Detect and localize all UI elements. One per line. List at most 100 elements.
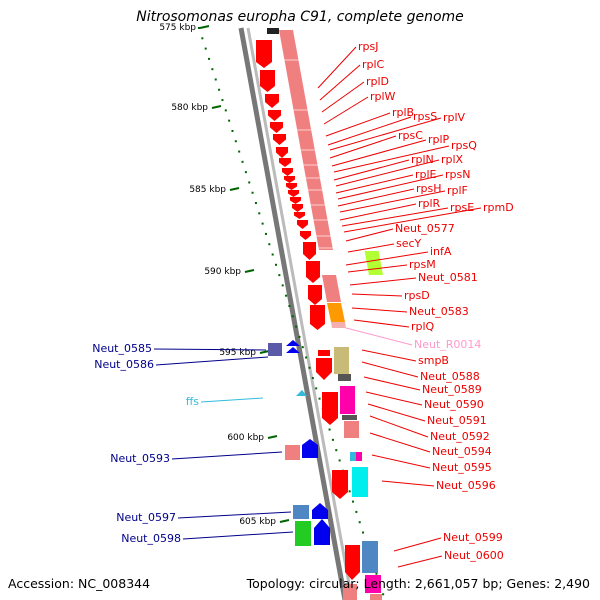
gene-label-Neut_0597[interactable]: Neut_0597 (116, 511, 176, 524)
gene-Neut_0585-box[interactable] (268, 343, 282, 356)
gene-label-rpsJ[interactable]: rpsJ (358, 40, 378, 53)
gene-label-Neut_R0014[interactable]: Neut_R0014 (414, 338, 481, 351)
gene-label-rplV[interactable]: rplV (443, 111, 466, 124)
gene-label-rpmD[interactable]: rpmD (483, 201, 514, 214)
gene-arrow[interactable] (286, 183, 297, 190)
gene-arrow[interactable] (303, 242, 316, 260)
gene-arrow[interactable] (297, 220, 308, 229)
gene-label-rplD[interactable]: rplD (366, 75, 389, 88)
gene-Neut_0598-b[interactable] (314, 519, 330, 545)
gene-label-rplF[interactable]: rplF (447, 184, 468, 197)
gene-Neut_0585-arrow[interactable] (286, 340, 300, 346)
gene-arrow[interactable] (279, 158, 291, 167)
gene-arrow[interactable] (290, 197, 301, 204)
gene-label-rpsC[interactable]: rpsC (398, 129, 423, 142)
gene-label-Neut_0596[interactable]: Neut_0596 (436, 479, 496, 492)
gene-Neut_0596[interactable] (352, 467, 368, 497)
gene-label-rpsQ[interactable]: rpsQ (451, 139, 477, 152)
gene-arrow[interactable] (256, 40, 272, 68)
gene-label-rplC[interactable]: rplC (362, 58, 385, 71)
gene-label-Neut_0593[interactable]: Neut_0593 (110, 452, 170, 465)
gene-Neut_0594-b[interactable] (356, 452, 362, 461)
gene-label-rplB[interactable]: rplB (392, 106, 414, 119)
gene-arrow[interactable] (273, 134, 286, 145)
gene-smpB-a[interactable] (318, 350, 330, 356)
gene-label-rpsN[interactable]: rpsN (445, 168, 470, 181)
gene-arrow[interactable] (300, 231, 311, 240)
gene-label-rpsE[interactable]: rpsE (450, 201, 474, 214)
gene-Neut_0597-a[interactable] (293, 505, 309, 519)
gene-label-Neut_0589[interactable]: Neut_0589 (422, 383, 482, 396)
gene-arrow[interactable] (270, 122, 283, 133)
gene-label-rplW[interactable]: rplW (370, 90, 396, 103)
gene-label-Neut_0588[interactable]: Neut_0588 (420, 370, 480, 383)
gene-Neut_0588[interactable] (334, 347, 349, 374)
gene-infA[interactable] (364, 251, 383, 275)
gene-Neut_0589[interactable] (338, 374, 351, 381)
gene-label-rpsD[interactable]: rpsD (404, 289, 430, 302)
gene-label-Neut_0598[interactable]: Neut_0598 (121, 532, 181, 545)
gene-label-rplE[interactable]: rplE (415, 168, 437, 181)
gene-label-rpsM[interactable]: rpsM (409, 258, 436, 271)
gene-Neut_0594-a[interactable] (350, 452, 356, 461)
gene-Neut_0599[interactable] (345, 545, 360, 580)
gene-label-rpsS[interactable]: rpsS (413, 110, 437, 123)
gene-label-smpB[interactable]: smpB (418, 354, 449, 367)
gene-arrow[interactable] (294, 212, 305, 219)
gene-arrow[interactable] (268, 110, 281, 121)
gene-label-Neut_0594[interactable]: Neut_0594 (432, 445, 492, 458)
gene-label-rpsH[interactable]: rpsH (416, 182, 442, 195)
gene-arrow[interactable] (276, 147, 288, 158)
gene-Neut_0593-b[interactable] (302, 439, 318, 458)
gene-smpB-b[interactable] (316, 358, 332, 380)
gene-ffs[interactable] (296, 390, 307, 396)
gene-label-Neut_0600[interactable]: Neut_0600 (444, 549, 504, 562)
gene-label-infA[interactable]: infA (430, 245, 452, 258)
gene-bottom-a[interactable] (343, 584, 357, 600)
gene-Neut_0598-a[interactable] (295, 521, 311, 546)
gene-label-Neut_0585[interactable]: Neut_0585 (92, 342, 152, 355)
gene-arrow[interactable] (308, 285, 322, 305)
gene-Neut_0583[interactable] (327, 303, 345, 322)
gene-arrow[interactable] (284, 176, 295, 183)
gene-label-Neut_0595[interactable]: Neut_0595 (432, 461, 492, 474)
gene-rplQ[interactable] (331, 322, 346, 328)
gene-label-Neut_0586[interactable]: Neut_0586 (94, 358, 154, 371)
gene-label-Neut_0583[interactable]: Neut_0583 (409, 305, 469, 318)
gene-arrow[interactable] (288, 190, 299, 197)
gene-label-Neut_0577[interactable]: Neut_0577 (395, 222, 455, 235)
gene-Neut_0595[interactable] (332, 470, 348, 499)
gene-label-Neut_0599[interactable]: Neut_0599 (443, 531, 503, 544)
gene-Neut_0600[interactable] (362, 541, 378, 573)
gene-label-rplX[interactable]: rplX (441, 153, 464, 166)
gene-arrow[interactable] (292, 204, 303, 212)
gene-arrow[interactable] (310, 305, 325, 330)
gene-label-rplP[interactable]: rplP (428, 133, 450, 146)
gene-top-partial[interactable] (267, 28, 279, 34)
gene-Neut_0600-tail[interactable] (365, 575, 381, 593)
gene-Neut_0597-b[interactable] (312, 503, 328, 519)
gene-label-secY[interactable]: secY (396, 237, 422, 250)
gene-label-rplQ[interactable]: rplQ (411, 320, 435, 333)
gene-label-Neut_0591[interactable]: Neut_0591 (427, 414, 487, 427)
gene-label-rplR[interactable]: rplR (418, 197, 441, 210)
gene-label-ffs[interactable]: ffs (186, 395, 200, 408)
gene-label-Neut_0581[interactable]: Neut_0581 (418, 271, 478, 284)
gene-Neut_0590-b[interactable] (340, 386, 355, 414)
gene-Neut_0591[interactable] (342, 415, 357, 420)
scale-dot (308, 366, 311, 369)
gene-Neut_0590-a[interactable] (322, 392, 338, 425)
gene-arrow[interactable] (260, 70, 275, 92)
salmon-strip[interactable] (279, 30, 333, 250)
gene-arrow[interactable] (282, 168, 293, 176)
gene-label-rplN[interactable]: rplN (411, 153, 434, 166)
gene-Neut_0593-a[interactable] (285, 445, 300, 460)
gene-Neut_0586-arrow[interactable] (286, 347, 300, 353)
gene-label-Neut_0592[interactable]: Neut_0592 (430, 430, 490, 443)
gene-label-Neut_0590[interactable]: Neut_0590 (424, 398, 484, 411)
salmon-strip-lower[interactable] (322, 275, 341, 302)
gene-arrow[interactable] (265, 94, 279, 108)
gene-bottom-b[interactable] (370, 594, 382, 600)
gene-Neut_0592[interactable] (344, 421, 359, 438)
gene-arrow[interactable] (306, 261, 320, 283)
